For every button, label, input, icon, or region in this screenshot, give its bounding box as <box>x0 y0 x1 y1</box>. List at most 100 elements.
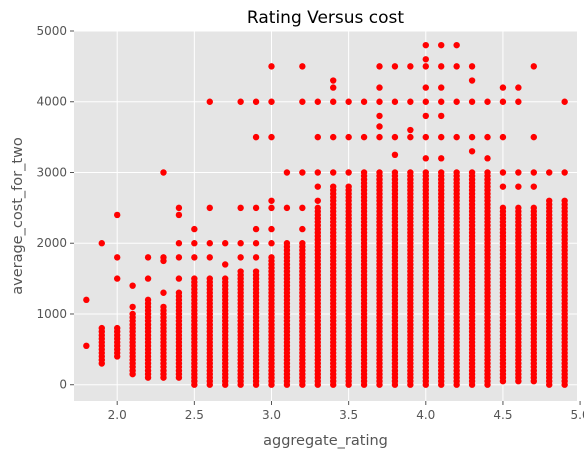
data-point <box>515 183 522 190</box>
data-point <box>453 133 460 141</box>
data-point <box>422 84 429 91</box>
data-point <box>422 155 429 162</box>
data-point <box>376 169 383 176</box>
data-point <box>283 169 291 176</box>
data-point <box>252 133 260 141</box>
data-point <box>330 133 337 141</box>
x-tick-label: 4.0 <box>416 408 435 422</box>
data-point <box>453 41 460 49</box>
data-point <box>546 169 553 176</box>
data-point <box>222 240 229 247</box>
data-point <box>376 123 383 130</box>
data-point <box>468 63 476 70</box>
chart-title: Rating Versus cost <box>247 8 404 28</box>
data-point <box>299 63 306 70</box>
data-point <box>422 63 429 70</box>
x-axis-ticks: 2.0 2.5 3.0 3.5 4.0 4.5 5.0 <box>108 401 584 422</box>
data-point <box>391 151 399 159</box>
data-point <box>360 169 368 176</box>
data-point <box>407 126 414 134</box>
data-point <box>391 169 399 176</box>
data-point <box>252 240 260 247</box>
data-point <box>268 240 275 247</box>
x-tick-label: 3.0 <box>262 408 281 422</box>
data-point <box>391 133 399 141</box>
x-tick-label: 2.5 <box>185 408 204 422</box>
data-point <box>268 254 275 261</box>
data-point <box>499 183 507 190</box>
data-point <box>530 183 537 190</box>
data-point <box>376 84 383 91</box>
x-tick-label: 4.5 <box>493 408 512 422</box>
data-point <box>98 240 105 247</box>
data-point <box>453 169 460 176</box>
data-point <box>222 275 229 282</box>
data-point <box>175 204 183 212</box>
data-point <box>144 254 152 261</box>
data-point <box>160 254 167 261</box>
data-point <box>175 211 183 219</box>
data-point <box>407 133 414 141</box>
data-point <box>114 275 121 282</box>
data-point <box>330 169 337 176</box>
data-point <box>561 98 568 105</box>
data-point <box>499 169 507 176</box>
data-point <box>376 133 383 141</box>
data-point <box>468 98 476 105</box>
data-point <box>330 98 337 105</box>
data-point <box>268 204 275 212</box>
y-tick-label: 5000 <box>36 24 67 38</box>
data-point <box>515 98 522 105</box>
data-point <box>515 84 522 91</box>
data-point <box>252 204 260 212</box>
data-point <box>314 204 321 212</box>
data-point <box>191 225 198 233</box>
data-point <box>237 204 244 212</box>
data-point <box>438 41 445 49</box>
data-point <box>129 310 136 318</box>
y-tick-label: 0 <box>59 378 67 392</box>
data-point <box>376 112 383 120</box>
data-point <box>499 204 507 212</box>
data-point <box>299 204 306 212</box>
data-point <box>283 240 291 247</box>
data-point <box>268 225 275 233</box>
plot-area <box>74 31 577 401</box>
data-point <box>191 254 198 261</box>
data-point <box>206 275 213 282</box>
data-point <box>561 169 568 176</box>
data-point <box>268 197 275 204</box>
data-point <box>98 324 105 332</box>
data-point <box>314 98 321 105</box>
data-point <box>330 77 337 84</box>
data-point <box>283 204 291 212</box>
data-point <box>484 133 491 141</box>
data-point <box>268 98 275 105</box>
data-point <box>314 169 321 176</box>
data-point <box>83 342 90 350</box>
data-point <box>345 183 352 190</box>
data-point <box>114 324 121 332</box>
data-point <box>237 254 244 261</box>
x-axis-label: aggregate_rating <box>263 433 388 449</box>
x-tick-label: 5.0 <box>571 408 584 422</box>
data-point <box>407 169 414 176</box>
y-axis-ticks: 0 1000 2000 3000 4000 5000 <box>36 24 74 392</box>
data-point <box>468 77 476 84</box>
data-point <box>422 56 429 63</box>
data-point <box>468 148 476 155</box>
data-point <box>175 289 183 296</box>
data-point <box>252 254 260 261</box>
data-point <box>160 169 167 176</box>
data-point <box>515 204 522 212</box>
data-point <box>499 98 507 105</box>
data-point <box>499 84 507 91</box>
data-point <box>160 303 167 311</box>
data-point <box>468 133 476 141</box>
data-point <box>376 63 383 70</box>
data-point <box>561 197 568 204</box>
data-point <box>530 204 537 212</box>
data-point <box>530 63 537 70</box>
data-point <box>438 112 445 120</box>
data-point <box>160 289 167 296</box>
